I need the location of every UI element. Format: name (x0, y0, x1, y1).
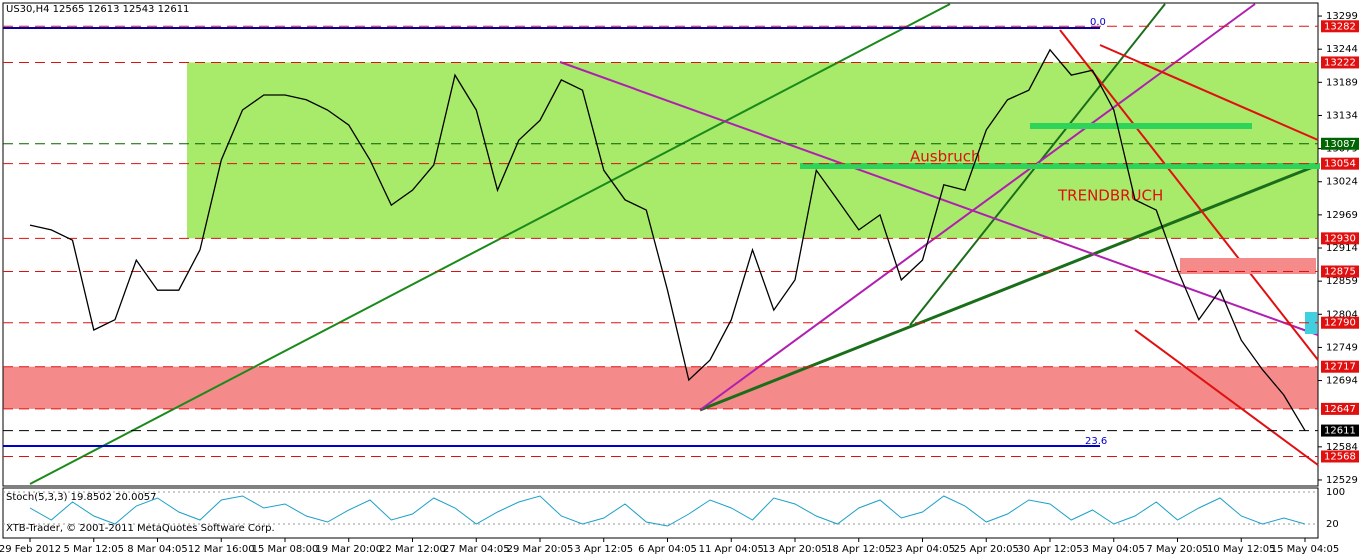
level-label-bg (1321, 232, 1359, 245)
level-label: 12930 (1324, 233, 1356, 244)
level-label: 12875 (1324, 267, 1356, 278)
stoch-title: Stoch(5,3,3) 19.8502 20.0057 (6, 492, 157, 503)
footer: XTB-Trader, © 2001-2011 MetaQuotes Softw… (6, 523, 275, 534)
trend-line (559, 61, 1319, 336)
trend-line (1099, 44, 1319, 141)
trend-line (29, 3, 951, 485)
main-frame (2, 2, 1319, 487)
level-label-bg (1321, 56, 1359, 69)
y-tick-label: 12694 (1326, 376, 1358, 387)
x-tick-label: 13 Apr 20:05 (762, 544, 827, 555)
level-label: 12568 (1324, 451, 1356, 462)
y-tick-label: 13134 (1326, 110, 1358, 121)
x-tick-label: 6 Apr 04:05 (638, 544, 697, 555)
y-tick-label: 13189 (1326, 77, 1358, 88)
x-tick-label: 23 Apr 04:05 (890, 544, 955, 555)
annotation: 23.6 (1085, 436, 1107, 447)
level-label: 12611 (1324, 426, 1356, 437)
stoch-line (29, 495, 1306, 527)
level-label: 13222 (1324, 57, 1356, 68)
support-zone (187, 62, 1318, 239)
stoch-tick-label: 20 (1326, 519, 1339, 530)
y-tick-label: 12859 (1326, 276, 1358, 287)
level-label: 13282 (1324, 21, 1356, 32)
x-tick-label: 25 Apr 20:05 (954, 544, 1019, 555)
green-bar (800, 163, 1320, 169)
level-label: 12790 (1324, 318, 1356, 329)
cyan-box (1305, 312, 1317, 334)
stoch-tick-label: 100 (1326, 487, 1345, 498)
level-label-bg (1321, 402, 1359, 415)
x-tick-label: 11 Apr 04:05 (699, 544, 764, 555)
level-label-bg (1321, 360, 1359, 373)
x-tick-label: 15 May 04:05 (1271, 544, 1340, 555)
annotation: Ausbruch (910, 148, 981, 166)
level-label: 12647 (1324, 404, 1356, 415)
x-tick-label: 29 Mar 20:05 (507, 544, 574, 555)
y-tick-label: 12749 (1326, 342, 1358, 353)
y-tick-label: 13024 (1326, 177, 1358, 188)
x-tick-label: 3 May 04:05 (1083, 544, 1145, 555)
green-bar (1030, 123, 1252, 129)
x-tick-label: 19 Mar 20:00 (315, 544, 382, 555)
y-tick-label: 12529 (1326, 475, 1358, 486)
annotation: TRENDBRUCH (1057, 187, 1163, 205)
x-tick-label: 5 Mar 12:05 (64, 544, 124, 555)
x-tick-label: 7 May 20:05 (1146, 544, 1208, 555)
level-label: 12717 (1324, 362, 1356, 373)
y-tick-label: 12584 (1326, 442, 1358, 453)
trend-line (699, 163, 1319, 412)
level-label-bg (1321, 424, 1359, 437)
x-tick-label: 29 Feb 2012 (0, 544, 61, 555)
resistance-zone (3, 366, 1318, 409)
x-tick-label: 18 Apr 12:05 (826, 544, 891, 555)
level-label-bg (1321, 265, 1359, 278)
x-tick-label: 10 May 12:05 (1207, 544, 1276, 555)
stoch-frame (2, 487, 1319, 539)
level-label-bg (1321, 157, 1359, 170)
x-tick-label: 15 Mar 08:00 (252, 544, 319, 555)
level-label: 13087 (1324, 139, 1356, 150)
level-label-bg (1321, 20, 1359, 33)
x-tick-label: 27 Mar 04:05 (443, 544, 510, 555)
y-tick-label: 12969 (1326, 210, 1358, 221)
chart-title: US30,H4 12565 12613 12543 12611 (6, 4, 189, 15)
trend-line (1134, 329, 1319, 466)
x-tick-label: 30 Apr 12:05 (1017, 544, 1082, 555)
markers (800, 123, 1320, 334)
annotation: 0.0 (1090, 17, 1106, 28)
level-label: 13054 (1324, 159, 1356, 170)
x-tick-label: 3 Apr 12:05 (574, 544, 633, 555)
level-label-bg (1321, 450, 1359, 463)
red-box (1180, 258, 1316, 274)
x-tick-label: 22 Mar 12:00 (379, 544, 446, 555)
level-label-bg (1321, 137, 1359, 150)
price-line (29, 48, 1306, 431)
trend-lines (3, 3, 1319, 485)
x-tick-label: 12 Mar 16:00 (188, 544, 255, 555)
level-label-bg (1321, 316, 1359, 329)
y-tick-label: 13244 (1326, 44, 1358, 55)
y-tick-label: 12914 (1326, 243, 1358, 254)
y-tick-label: 12804 (1326, 309, 1358, 320)
y-tick-label: 13299 (1326, 11, 1358, 22)
x-tick-label: 8 Mar 04:05 (127, 544, 187, 555)
trend-line (1059, 29, 1319, 361)
